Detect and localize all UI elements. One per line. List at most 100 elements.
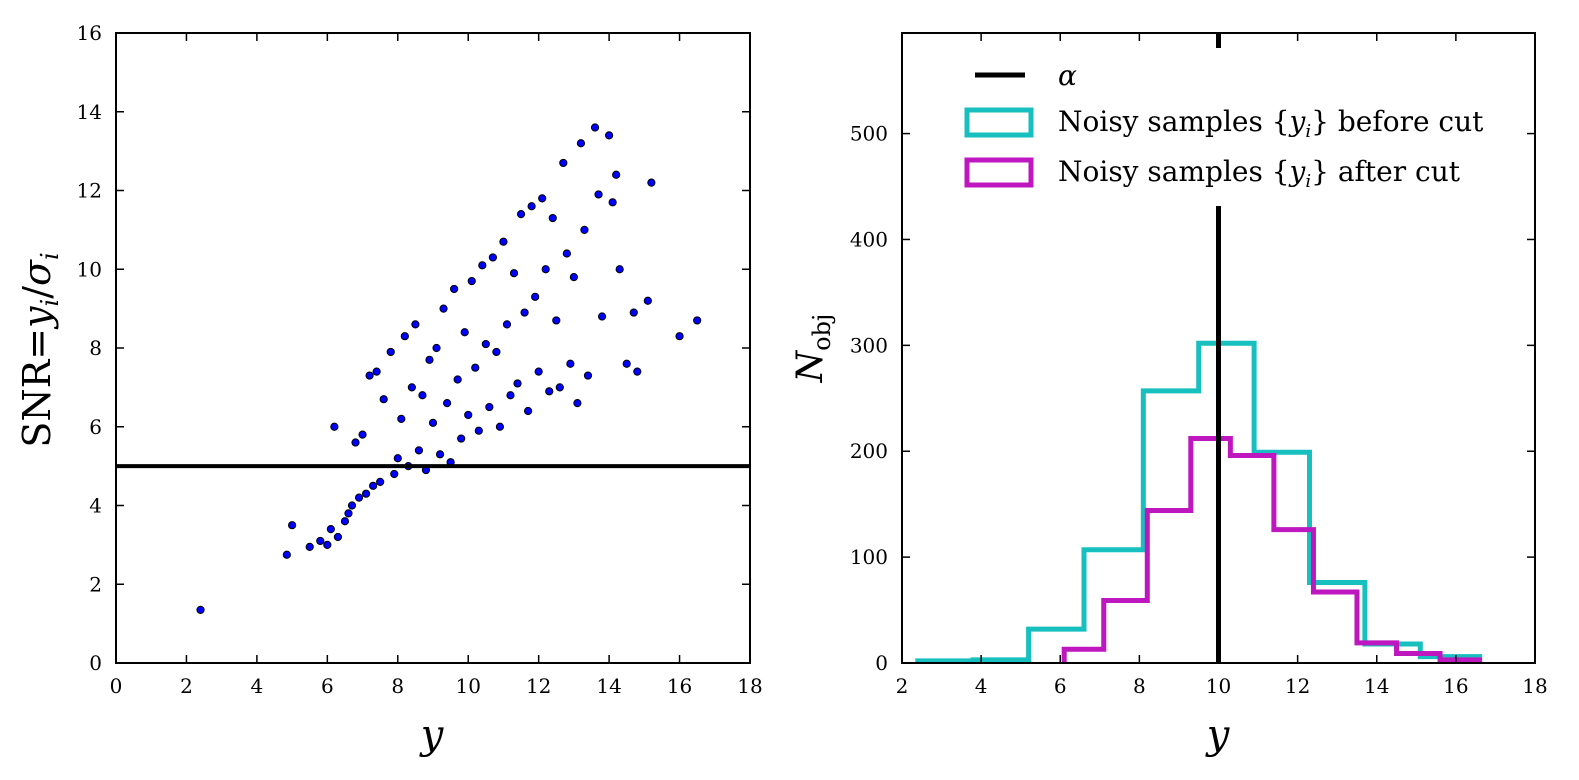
legend-after-cut-var: y [1288,155,1307,188]
scatter-point [495,422,505,431]
scatter-point [488,253,497,262]
scatter-x-tick-label: 14 [596,674,621,698]
scatter-point [524,406,533,416]
scatter-y-tick-label: 4 [89,494,102,518]
scatter-point [347,501,357,510]
scatter-point [552,316,561,325]
histogram-y-tick-label: 400 [850,227,888,251]
scatter-y-tick-label: 6 [89,415,102,439]
legend-after-cut-pre: Noisy samples { [1058,155,1290,188]
scatter-point [196,605,205,614]
scatter-y-tick-label: 14 [77,100,102,124]
scatter-point [457,434,466,443]
scatter-point [411,320,420,329]
scatter-y-label-sep: / [15,286,59,299]
scatter-y-label: SNR=yi/σi [15,252,64,447]
scatter-point [369,481,378,490]
scatter-point [340,517,350,526]
scatter-point [316,536,325,546]
legend-after-cut-post: } after cut [1311,155,1461,188]
histogram-x-ticks: 2 4 6 8 10 12 14 16 18 [896,33,1548,698]
scatter-point [464,410,473,420]
legend-before-cut-swatch [964,107,1034,138]
scatter-point [358,430,367,439]
scatter-point [583,371,593,380]
histogram-y-label: Nobj [790,314,836,384]
legend-before-cut-pre: Noisy samples { [1058,105,1290,138]
histogram-x-tick-label: 14 [1364,674,1389,698]
scatter-point [481,339,490,349]
histogram-panel: 2 4 6 8 10 12 14 16 18 0 100 200 300 400 500 y Nobj α… [790,32,1548,758]
scatter-x-tick-label: 2 [180,674,193,698]
scatter-point [282,550,291,559]
histogram-y-label-sub: obj [808,314,836,351]
scatter-point [467,276,476,286]
scatter-point [333,532,342,542]
scatter-point [615,265,624,274]
scatter-point [365,371,374,380]
scatter-point [400,332,409,341]
scatter-point [520,308,529,317]
scatter-x-tick-label: 16 [667,674,692,698]
scatter-point [509,269,519,278]
scatter-y-tick-label: 0 [89,651,102,675]
scatter-point [442,399,452,408]
scatter-point [354,493,364,502]
scatter-point [492,347,501,357]
scatter-point [323,540,332,549]
histogram-y-tick-label: 0 [875,651,888,675]
histogram-x-tick-label: 18 [1522,674,1547,698]
scatter-y-label-sub2: i [36,252,64,260]
scatter-point [597,312,607,321]
scatter-y-label-sub: i [36,299,64,307]
scatter-point [432,343,441,353]
scatter-point [527,202,536,211]
scatter-x-tick-label: 6 [321,674,334,698]
scatter-point [594,190,603,199]
histogram-x-label: y [1205,712,1231,758]
scatter-point [531,292,540,301]
scatter-point [693,316,702,325]
histogram-x-tick-label: 16 [1443,674,1468,698]
scatter-point [562,249,571,258]
legend-before-cut-post: } before cut [1311,105,1484,138]
scatter-point [439,304,448,313]
scatter-point [379,395,388,404]
histogram-y-label-base: N [790,349,831,383]
scatter-x-tick-label: 18 [737,674,762,698]
scatter-x-tick-label: 10 [455,674,480,698]
scatter-point [361,489,371,498]
scatter-point [622,359,631,368]
scatter-point [502,320,512,329]
scatter-point [390,469,399,479]
scatter-point [288,521,297,530]
scatter-point [435,450,445,459]
scatter-point [580,225,589,234]
scatter-point [474,426,483,435]
scatter-point [629,308,638,317]
histogram-x-tick-label: 6 [1054,674,1067,698]
scatter-y-tick-label: 12 [77,179,102,203]
histogram-y-tick-label: 100 [850,545,888,569]
legend-before-cut-var: y [1288,105,1307,138]
scatter-point [573,399,582,408]
scatter-point [393,454,402,463]
scatter-point [675,332,684,341]
scatter-point [605,131,614,140]
scatter-point [376,477,385,486]
scatter-point [460,328,469,337]
scatter-point [633,367,642,376]
histogram-y-tick-label: 200 [850,439,888,463]
scatter-point [541,265,550,274]
scatter-point [485,402,494,412]
scatter-point [351,438,360,447]
scatter-y-tick-label: 2 [89,572,102,596]
legend: α Noisy samples {yi} before cut Noisy sa… [964,59,1484,192]
legend-after-cut-swatch [964,157,1034,188]
histogram-y-tick-label: 300 [850,333,888,357]
histogram-x-tick-label: 2 [896,674,909,698]
scatter-point [566,359,575,368]
scatter-x-ticks: 0 2 4 6 8 10 12 14 16 18 [110,33,763,698]
